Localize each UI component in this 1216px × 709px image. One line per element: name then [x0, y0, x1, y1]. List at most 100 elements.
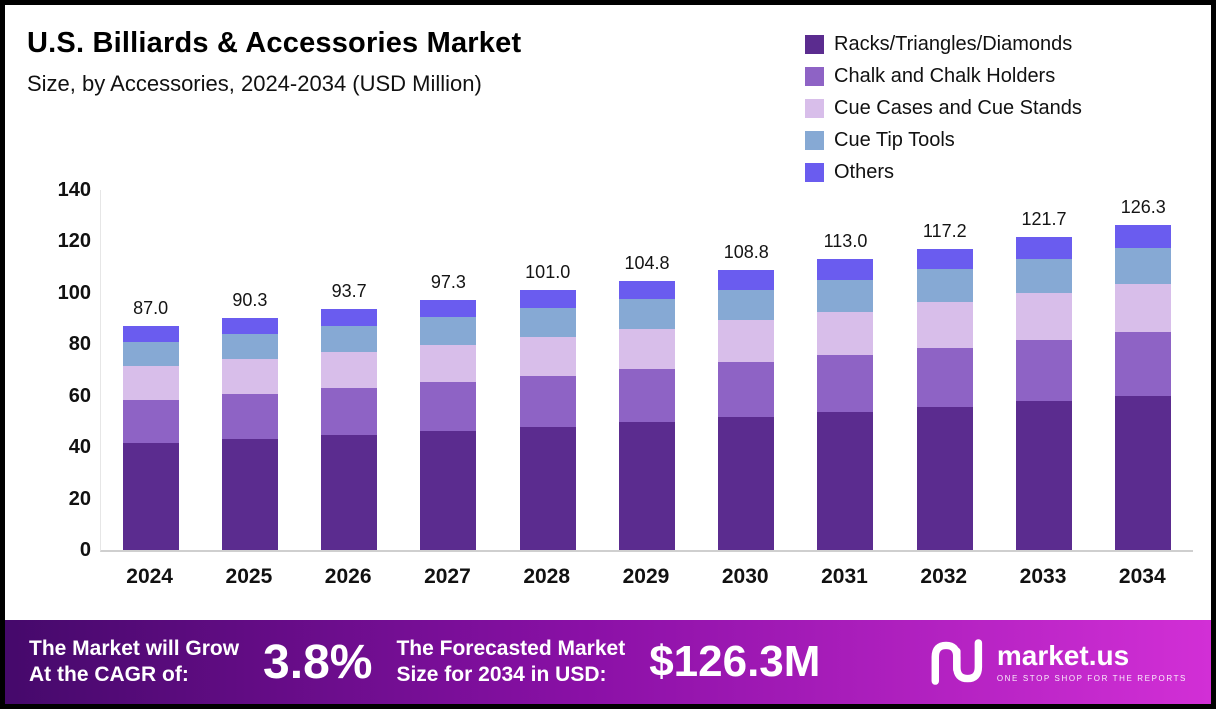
bar-column: 104.8: [597, 190, 696, 550]
legend-label: Others: [834, 161, 895, 183]
x-axis: 2024 2025 2026 2027 2028 2029 2030 2031 2032 2033…: [100, 565, 1192, 589]
y-tick-label: 60: [68, 384, 91, 407]
bar-segment: [817, 311, 874, 356]
bar-column: 97.3: [399, 190, 498, 550]
bar-segment: [1115, 247, 1172, 284]
stacked-bar: [221, 317, 278, 550]
bar-segment: [519, 375, 576, 427]
stacked-bar: [1016, 237, 1073, 550]
bar-segment: [321, 435, 378, 550]
bar-segment: [420, 299, 477, 318]
brand-name: market.us: [996, 639, 1130, 671]
legend-swatch: [805, 163, 824, 182]
x-axis-label: 2025: [225, 565, 273, 588]
cagr-label-line2: At the CAGR of:: [29, 663, 189, 686]
legend-swatch: [805, 35, 824, 54]
bar-segment: [1016, 401, 1073, 550]
bar-segment: [122, 366, 179, 400]
stacked-bar: [420, 299, 477, 550]
forecast-label-line1: The Forecasted Market: [396, 636, 626, 660]
bar-segment: [618, 299, 675, 329]
x-axis-label: 2024: [126, 565, 173, 588]
y-tick-label: 0: [79, 539, 91, 561]
y-tick-label: 80: [68, 333, 91, 356]
bar-segment: [122, 399, 179, 444]
y-tick-label: 140: [57, 179, 91, 201]
bar-segment: [916, 406, 973, 550]
x-axis-label: 2028: [523, 565, 571, 588]
brand-tagline: ONE STOP SHOP FOR THE REPORTS: [996, 673, 1187, 683]
bar-column: 126.3: [1094, 190, 1193, 550]
bar-segment: [420, 317, 477, 345]
bar-segment: [321, 309, 378, 326]
bar-column: 101.0: [498, 190, 597, 550]
bar-segment: [122, 443, 179, 550]
bar-total-label: 117.2: [922, 220, 967, 241]
bar-segment: [916, 347, 973, 407]
x-axis-label: 2034: [1118, 565, 1166, 588]
stacked-bar: [618, 280, 675, 550]
bar-segment: [718, 320, 775, 363]
bar-segment: [718, 289, 775, 321]
bar-segment: [1016, 237, 1073, 259]
bar-segment: [1115, 283, 1172, 333]
legend: Racks/Triangles/Diamonds Chalk and Chalk …: [805, 33, 1082, 184]
bar-total-label: 90.3: [232, 289, 268, 310]
bar-segment: [1115, 225, 1172, 248]
bar-total-label: 87.0: [133, 298, 169, 319]
x-axis-label: 2032: [920, 565, 968, 588]
bar-segment: [718, 270, 775, 290]
bar-segment: [321, 325, 378, 353]
bar-segment: [321, 352, 378, 389]
chart-subtitle: Size, by Accessories, 2024-2034 (USD Mil…: [27, 71, 482, 96]
bar-segment: [420, 344, 477, 383]
bar-segment: [718, 417, 775, 550]
stacked-bar: [519, 290, 576, 550]
x-axis-label: 2029: [622, 565, 670, 588]
bar-segment: [221, 439, 278, 550]
bar-total-label: 126.3: [1120, 197, 1166, 218]
bar-column: 90.3: [200, 190, 299, 550]
bar-segment: [1016, 293, 1073, 341]
bar-segment: [817, 279, 874, 312]
forecast-label: The Forecasted Market Size for 2034 in U…: [396, 636, 625, 689]
y-tick-label: 40: [68, 436, 91, 459]
y-axis: 0 20 40 60 80 100 120 140: [23, 179, 91, 561]
x-axis-label: 2033: [1019, 565, 1067, 588]
forecast-label-line2: Size for 2034 in USD:: [396, 663, 607, 686]
bars-container: 87.0 90.3 93.7 97.3 101.0 104.8 108.8 113.0 117.…: [101, 190, 1193, 550]
bar-total-label: 101.0: [525, 262, 571, 283]
stacked-bar: [1115, 225, 1172, 550]
legend-item: Others: [805, 161, 1082, 184]
bar-segment: [817, 259, 874, 280]
bar-column: 121.7: [994, 190, 1093, 550]
bar-column: 117.2: [895, 190, 994, 550]
bar-column: 87.0: [101, 190, 200, 550]
bar-total-label: 113.0: [823, 231, 868, 252]
bar-segment: [221, 333, 278, 360]
legend-label: Racks/Triangles/Diamonds: [834, 33, 1073, 55]
cagr-label: The Market will Grow At the CAGR of:: [29, 636, 239, 689]
legend-label: Chalk and Chalk Holders: [834, 65, 1056, 87]
brand-logo: market.us ONE STOP SHOP FOR THE REPORTS: [927, 638, 1187, 686]
bar-segment: [519, 336, 576, 376]
footer-banner: The Market will Grow At the CAGR of: 3.8…: [5, 620, 1211, 704]
cagr-label-line1: The Market will Grow: [29, 636, 240, 660]
legend-item: Chalk and Chalk Holders: [805, 65, 1082, 88]
bar-segment: [122, 341, 179, 367]
bar-segment: [618, 328, 675, 370]
x-axis-label: 2026: [324, 565, 372, 588]
y-tick-label: 100: [57, 281, 91, 304]
bar-segment: [420, 430, 477, 550]
legend-label: Cue Cases and Cue Stands: [834, 97, 1082, 119]
bar-total-label: 93.7: [331, 281, 367, 302]
legend-swatch: [805, 67, 824, 86]
bar-column: 93.7: [300, 190, 399, 550]
stacked-bar: [321, 309, 378, 550]
bar-total-label: 108.8: [723, 242, 769, 263]
legend-swatch: [805, 131, 824, 150]
plot-area: 87.0 90.3 93.7 97.3 101.0 104.8 108.8 113.0 117.…: [100, 190, 1193, 552]
bar-segment: [618, 280, 675, 300]
legend-item: Racks/Triangles/Diamonds: [805, 33, 1082, 56]
